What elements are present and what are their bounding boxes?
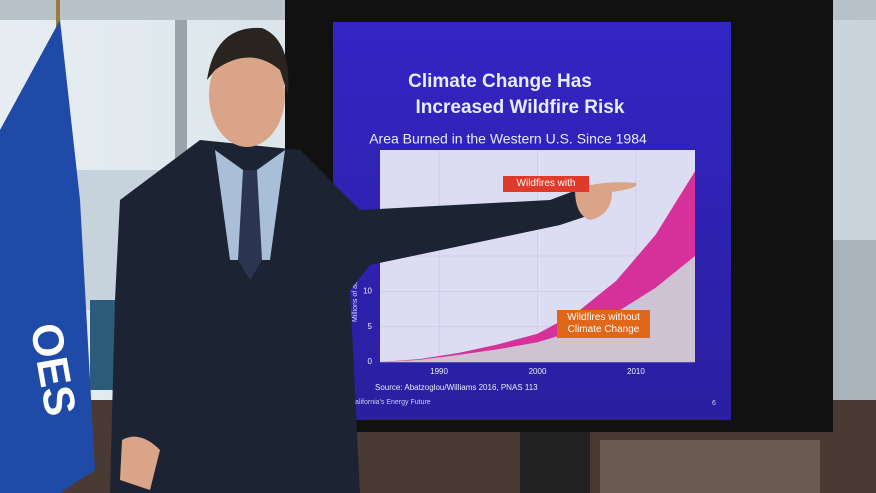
- screen-stand: [520, 432, 590, 493]
- x-tick-label: 1990: [430, 367, 448, 376]
- y-tick-label: 10: [363, 286, 372, 295]
- hand: [120, 436, 160, 490]
- face: [209, 43, 285, 147]
- x-tick-label: 2010: [627, 367, 645, 376]
- desk: [600, 440, 820, 493]
- x-tick-label: 2000: [529, 367, 547, 376]
- y-tick-label: 0: [368, 357, 373, 366]
- series-label: Wildfires with: [503, 176, 589, 192]
- hair: [207, 27, 289, 95]
- person: [110, 27, 637, 493]
- y-tick-label: 5: [368, 322, 373, 331]
- page-number: 6: [712, 400, 716, 407]
- slide-title: Climate Change Has: [408, 71, 592, 92]
- flag: [0, 20, 95, 493]
- area: [380, 171, 695, 362]
- footer: California's Energy Future: [350, 399, 431, 406]
- slide-title: Increased Wildfire Risk: [416, 97, 625, 118]
- slide-subtitle: Area Burned in the Western U.S. Since 19…: [369, 131, 647, 147]
- hand: [575, 182, 637, 220]
- tie: [238, 170, 262, 280]
- y-axis-label: Millions of acres burned: [352, 248, 359, 322]
- source: Source: Abatzoglou/Williams 2016, PNAS 1…: [375, 383, 538, 392]
- series-label: Wildfires without Climate Change: [557, 310, 650, 338]
